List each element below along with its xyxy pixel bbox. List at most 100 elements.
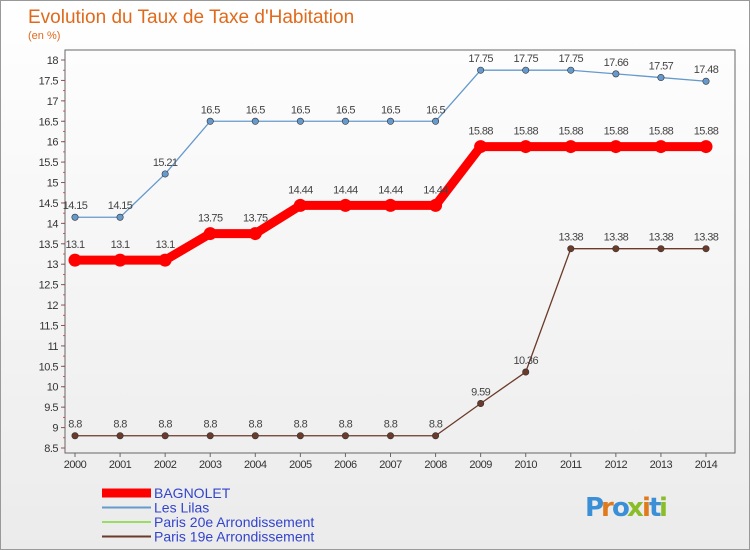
data-label: 17.48 — [694, 64, 719, 76]
y-tick-label: 13 — [47, 259, 59, 271]
data-point — [116, 432, 124, 440]
x-tick-label: 2006 — [334, 459, 357, 471]
legend-label: Les Lilas — [154, 500, 209, 516]
y-tick-label: 9.5 — [44, 402, 58, 414]
x-tick-label: 2004 — [244, 459, 267, 471]
x-tick-label: 2000 — [64, 459, 87, 471]
data-point — [248, 227, 262, 241]
data-label: 16.5 — [426, 104, 445, 116]
data-label: 8.8 — [249, 419, 263, 431]
data-point — [477, 66, 485, 74]
logo-letter: P — [585, 493, 604, 523]
y-tick-label: 11 — [48, 341, 59, 353]
data-point — [567, 245, 575, 253]
data-point — [203, 227, 217, 241]
data-label: 13.1 — [111, 239, 130, 251]
logo-letter: r — [601, 493, 614, 523]
data-label: 13.38 — [604, 232, 629, 244]
logo-letter: i — [659, 493, 668, 523]
x-tick-label: 2012 — [605, 459, 628, 471]
logo-letter: i — [642, 493, 651, 523]
data-point — [206, 117, 214, 125]
data-point — [702, 77, 710, 85]
data-point — [522, 368, 530, 376]
legend-label: BAGNOLET — [154, 485, 231, 501]
x-tick-label: 2009 — [469, 459, 492, 471]
x-tick-label: 2010 — [514, 459, 537, 471]
x-tick-label: 2003 — [199, 459, 222, 471]
y-tick-label: 15.5 — [39, 157, 59, 169]
data-label: 17.57 — [649, 61, 674, 73]
logo-letter: o — [612, 493, 630, 523]
x-tick-label: 2013 — [650, 459, 673, 471]
y-tick-label: 8.5 — [44, 443, 58, 455]
data-point — [296, 117, 304, 125]
data-point — [386, 117, 394, 125]
data-label: 17.75 — [468, 53, 493, 65]
y-tick-label: 14 — [47, 218, 59, 230]
data-label: 14.15 — [63, 200, 88, 212]
data-label: 16.5 — [381, 104, 400, 116]
data-label: 14.44 — [288, 184, 313, 196]
data-point — [251, 117, 259, 125]
logo-letter: t — [649, 493, 661, 523]
data-label: 15.88 — [513, 126, 538, 138]
y-tick-label: 10 — [47, 382, 59, 394]
x-tick-label: 2002 — [154, 459, 177, 471]
x-tick-label: 2011 — [560, 459, 582, 471]
data-point — [386, 432, 394, 440]
y-tick-label: 17.5 — [39, 75, 59, 87]
data-label: 8.8 — [113, 419, 127, 431]
data-label: 8.8 — [429, 419, 443, 431]
data-point — [338, 198, 352, 212]
data-label: 15.88 — [604, 126, 629, 138]
data-label: 10.36 — [513, 355, 538, 367]
y-tick-label: 12 — [47, 300, 59, 312]
y-tick-label: 13.5 — [39, 239, 59, 251]
data-label: 14.44 — [333, 184, 358, 196]
unit-label: (en %) — [28, 30, 60, 42]
data-label: 15.88 — [468, 126, 493, 138]
data-label: 8.8 — [339, 419, 353, 431]
data-point — [654, 140, 668, 154]
data-label: 15.88 — [649, 126, 674, 138]
series-lines — [68, 66, 713, 440]
data-label: 13.38 — [559, 232, 584, 244]
x-tick-label: 2014 — [695, 459, 718, 471]
data-label: 13.38 — [649, 232, 674, 244]
data-point — [702, 245, 710, 253]
y-tick-label: 18 — [47, 55, 59, 67]
data-labels: 14.15 14.15 15.21 16.5 16.5 16.5 16.5 16.5 16.5 1… — [63, 53, 720, 431]
data-point — [341, 432, 349, 440]
data-point — [251, 432, 259, 440]
data-label: 8.8 — [384, 419, 398, 431]
y-tick-label: 17 — [47, 96, 59, 108]
data-point — [296, 432, 304, 440]
data-point — [161, 432, 169, 440]
data-point — [657, 245, 665, 253]
data-point — [158, 253, 172, 267]
data-point — [71, 432, 79, 440]
data-label: 16.5 — [336, 104, 355, 116]
data-point — [477, 399, 485, 407]
data-point — [612, 245, 620, 253]
data-point — [612, 70, 620, 78]
data-point — [384, 198, 397, 212]
x-tick-label: 2007 — [379, 459, 402, 471]
data-point — [567, 66, 575, 74]
data-point — [71, 213, 79, 221]
data-label: 16.5 — [291, 104, 310, 116]
series-line-3 — [74, 248, 707, 437]
data-label: 13.75 — [243, 213, 268, 225]
data-label: 17.75 — [513, 53, 538, 65]
legend-label: Paris 20e Arrondissement — [154, 514, 314, 530]
data-point — [564, 140, 578, 154]
data-point — [116, 213, 124, 221]
legend-label: Paris 19e Arrondissement — [154, 529, 314, 545]
data-label: 15.88 — [694, 126, 719, 138]
data-point — [341, 117, 349, 125]
data-point — [432, 432, 440, 440]
